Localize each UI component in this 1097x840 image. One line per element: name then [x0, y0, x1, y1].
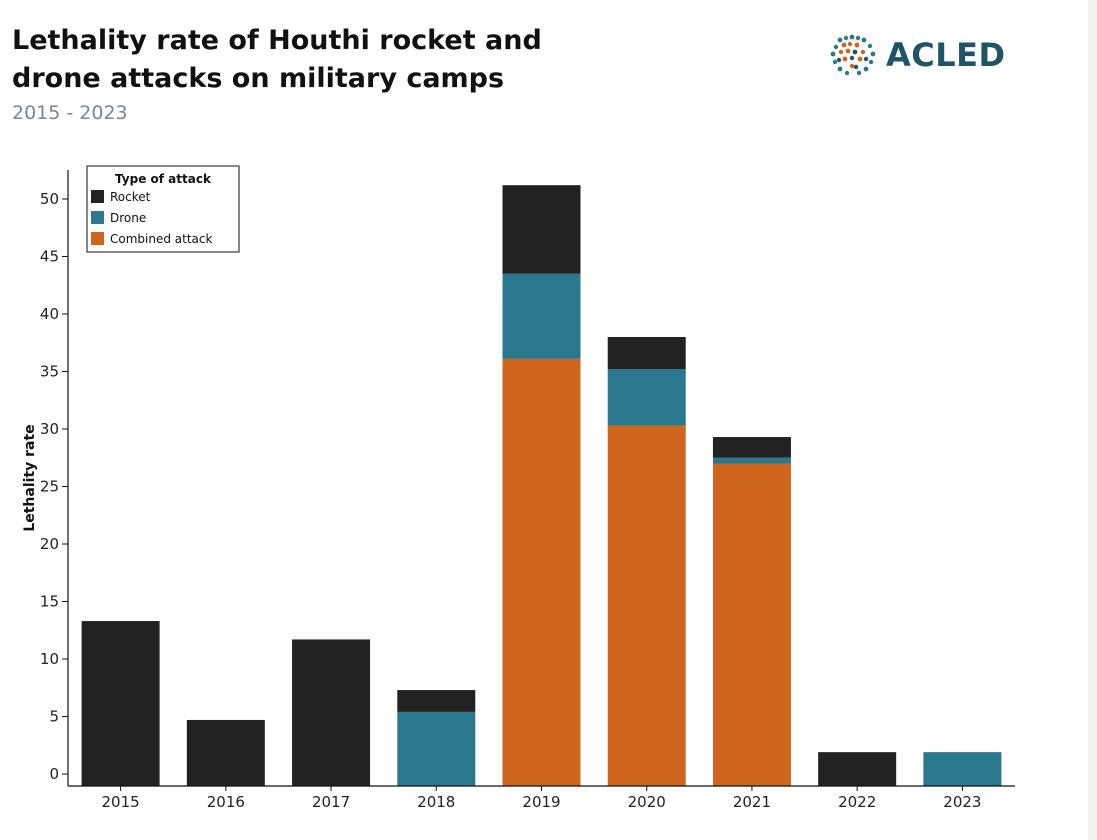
y-tick-label: 30 [40, 420, 59, 438]
legend-swatch-combined-attack [91, 232, 104, 245]
legend-label-combined-attack: Combined attack [110, 232, 212, 246]
acled-logo: ACLED [826, 30, 1006, 80]
x-tick-label: 2015 [102, 793, 140, 811]
y-tick-label: 20 [40, 535, 59, 553]
y-tick-label: 40 [40, 305, 59, 323]
globe-dots-icon [830, 34, 876, 76]
y-tick-label: 10 [40, 650, 59, 668]
bar-rocket-2018 [397, 690, 476, 712]
bar-drone-2019 [502, 273, 581, 359]
legend-label-rocket: Rocket [110, 190, 151, 204]
legend-label-drone: Drone [110, 211, 146, 225]
bar-drone-2020 [607, 369, 686, 426]
bar-rocket-2017 [292, 639, 371, 786]
y-tick-label: 5 [49, 708, 59, 726]
bar-rocket-2021 [712, 437, 791, 458]
x-tick-label: 2023 [943, 793, 981, 811]
x-tick-label: 2017 [312, 793, 350, 811]
y-tick-label: 50 [40, 190, 59, 208]
bar-drone-2021 [712, 457, 791, 464]
bar-rocket-2015 [81, 621, 160, 786]
bar-rocket-2020 [607, 337, 686, 370]
bar-drone-2018 [397, 711, 476, 786]
x-axis-labels: 2015 2016 2017 2018 2019 2020 2021 2022 2023 [102, 786, 981, 811]
bars [81, 185, 1002, 786]
bar-rocket-2019 [502, 185, 581, 274]
legend-title: Type of attack [115, 172, 212, 186]
x-tick-label: 2018 [417, 793, 455, 811]
acled-logo-text: ACLED [886, 36, 1006, 74]
x-tick-label: 2019 [522, 793, 560, 811]
x-tick-label: 2020 [628, 793, 666, 811]
chart-title-line-2: drone attacks on military camps [12, 63, 505, 94]
y-tick-label: 45 [40, 248, 59, 266]
y-tick-label: 25 [40, 478, 59, 496]
legend-swatch-drone [91, 211, 104, 224]
chart-subtitle: 2015 - 2023 [12, 102, 128, 124]
bar-rocket-2016 [186, 719, 265, 786]
y-tick-label: 0 [49, 765, 59, 783]
y-axis-label: Lethality rate [22, 424, 38, 531]
bar-combined-attack-2021 [712, 463, 791, 786]
legend: Type of attack Rocket Drone Combined att… [86, 165, 240, 253]
chart-title-line-1: Lethality rate of Houthi rocket and [12, 25, 542, 56]
bar-rocket-2022 [818, 752, 897, 786]
x-tick-label: 2016 [207, 793, 245, 811]
x-tick-label: 2022 [838, 793, 876, 811]
page-scrollbar-gutter [1088, 0, 1097, 840]
legend-swatch-rocket [91, 190, 104, 203]
bar-combined-attack-2020 [607, 425, 686, 786]
y-axis-ticks: 0 5 10 15 20 25 30 35 40 45 50 [40, 190, 68, 783]
y-tick-label: 15 [40, 593, 59, 611]
x-tick-label: 2021 [733, 793, 771, 811]
bar-drone-2023 [923, 752, 1002, 786]
chart-title: Lethality rate of Houthi rocket and dron… [12, 22, 612, 98]
y-tick-label: 35 [40, 363, 59, 381]
legend-box [86, 165, 240, 253]
bar-combined-attack-2019 [502, 358, 581, 786]
